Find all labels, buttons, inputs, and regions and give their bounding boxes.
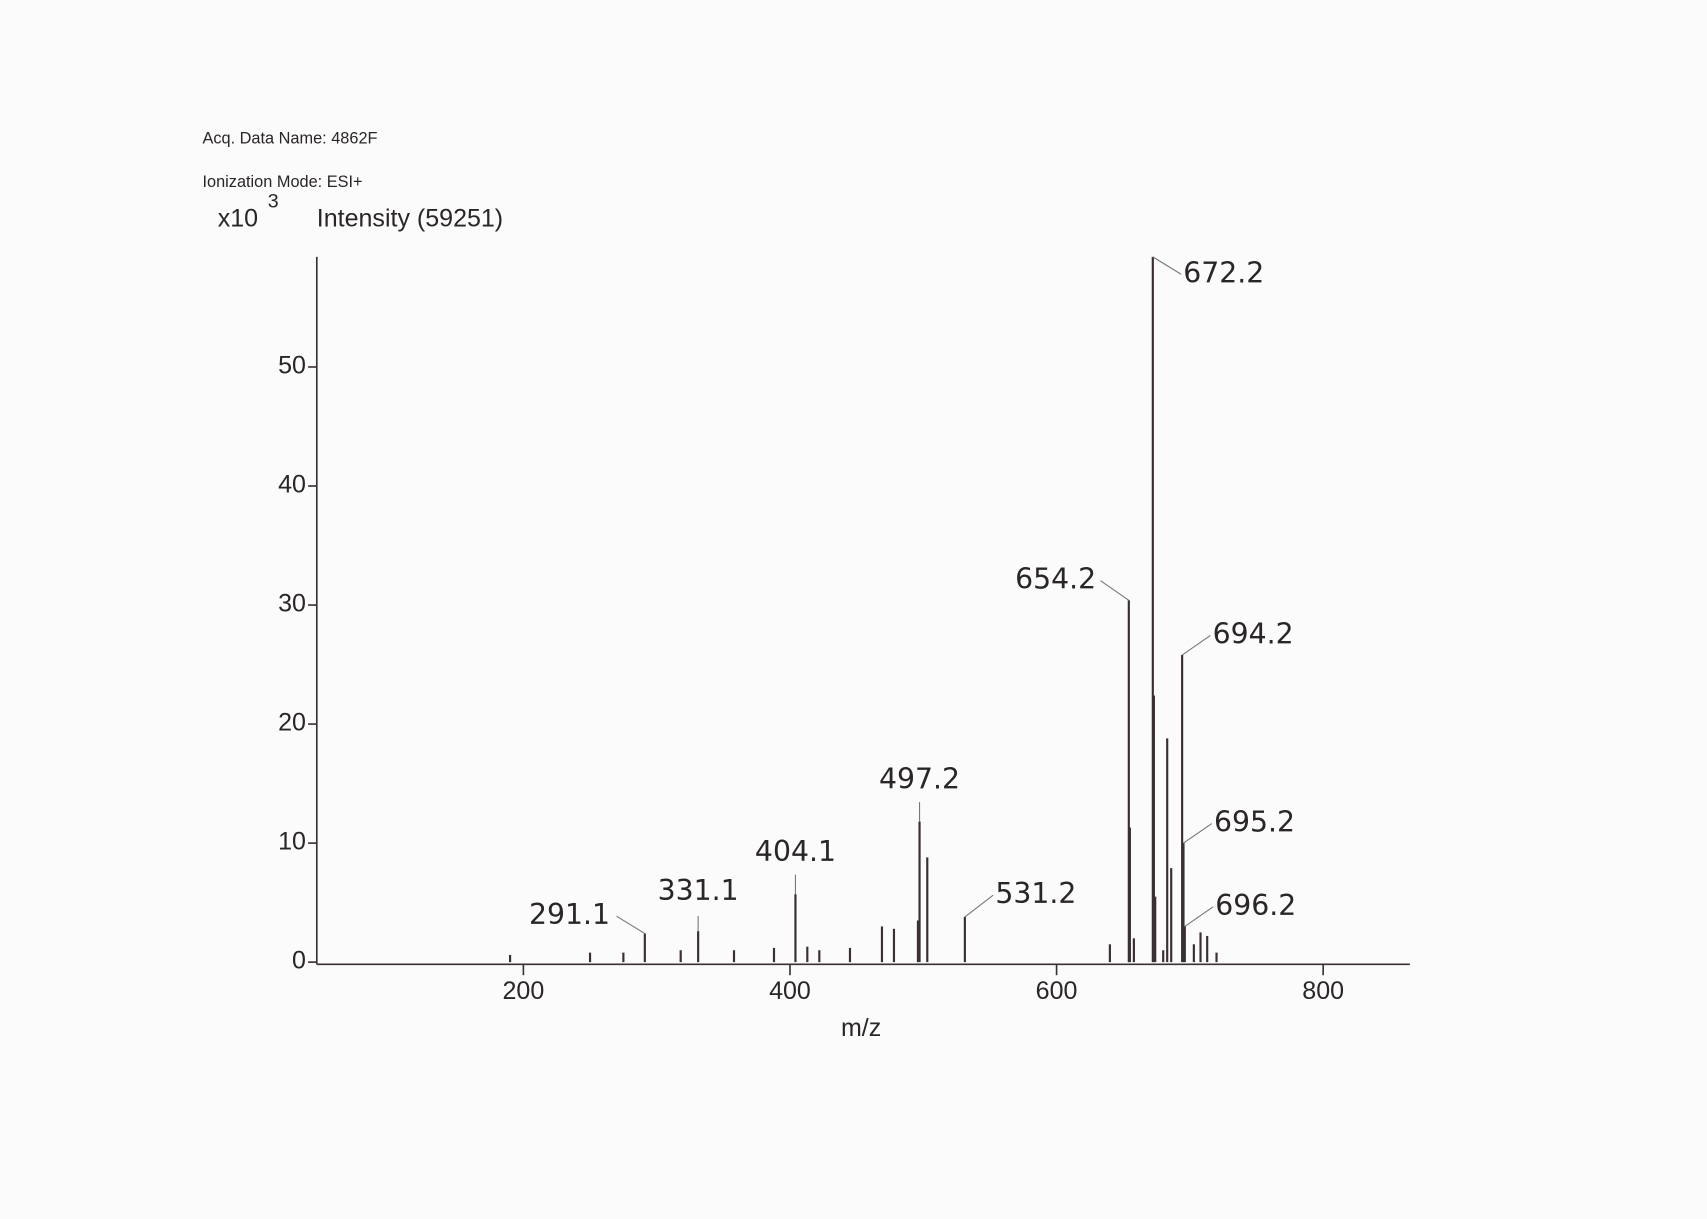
peak-label: 497.2 (879, 762, 960, 795)
y-scale-base: x10 (218, 204, 258, 232)
peak-label: 695.2 (1214, 806, 1295, 839)
peak-label: 291.1 (529, 898, 610, 931)
peak-label: 696.2 (1215, 889, 1296, 922)
x-tick-label: 800 (1302, 977, 1344, 1005)
y-tick-label: 0 (292, 947, 306, 975)
leader-line (1100, 580, 1130, 601)
y-axis-label: Intensity (59251) (317, 204, 503, 232)
y-tick-label: 40 (278, 471, 306, 499)
x-tick-label: 600 (1036, 977, 1078, 1005)
leader-line (1181, 634, 1211, 656)
y-scale-exponent: 3 (268, 191, 279, 213)
peak-label: 672.2 (1183, 256, 1264, 289)
leader-line (1184, 906, 1214, 927)
y-tick-label: 10 (278, 828, 306, 856)
leader-line (964, 894, 994, 918)
y-tick-label: 20 (278, 709, 306, 737)
leader-line (1152, 256, 1182, 275)
peak-label: 404.1 (755, 835, 836, 868)
x-tick-label: 200 (503, 977, 545, 1005)
peak-label: 694.2 (1213, 617, 1294, 650)
leader-line (616, 915, 646, 935)
x-axis-label: m/z (841, 1014, 881, 1042)
peak-label: 654.2 (1015, 563, 1096, 596)
x-tick-label: 400 (769, 977, 811, 1005)
peak-label: 531.2 (995, 877, 1076, 910)
y-tick-label: 50 (278, 352, 306, 380)
chart-subtitle: Ionization Mode: ESI+ (202, 173, 362, 191)
chart-title: Acq. Data Name: 4862F (202, 130, 377, 148)
peak-label: 331.1 (658, 874, 739, 907)
leader-line (1183, 823, 1213, 844)
y-tick-label: 30 (278, 590, 306, 618)
